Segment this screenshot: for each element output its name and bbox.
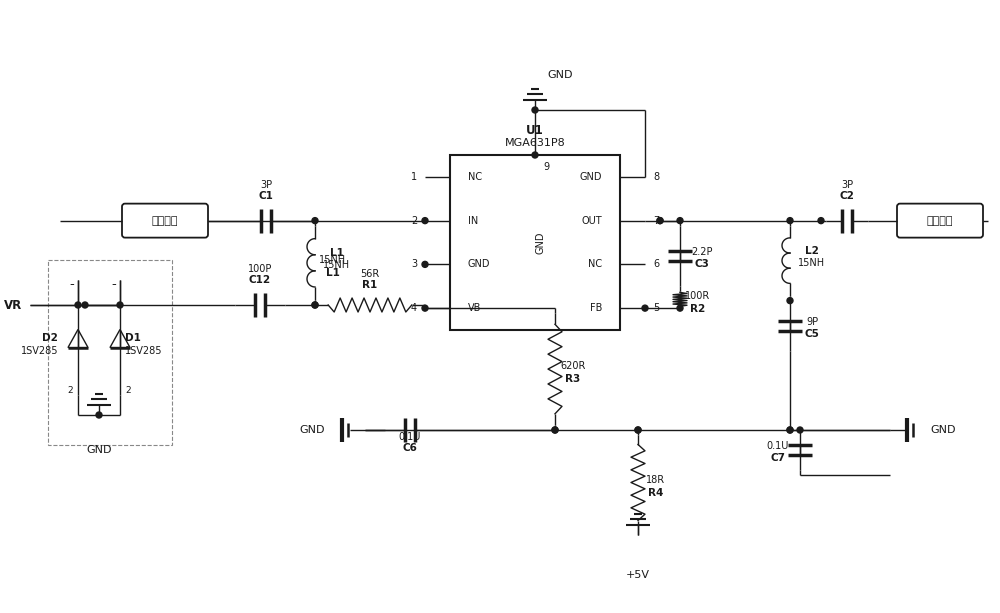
- Text: -: -: [70, 278, 74, 292]
- Text: 1SV285: 1SV285: [125, 346, 163, 356]
- Text: GND: GND: [468, 259, 490, 269]
- Circle shape: [677, 305, 683, 311]
- Text: 射频输出: 射频输出: [927, 216, 953, 226]
- Text: C5: C5: [805, 329, 819, 338]
- Text: 6: 6: [653, 259, 659, 269]
- Text: NC: NC: [588, 259, 602, 269]
- Text: GND: GND: [547, 70, 573, 80]
- Circle shape: [635, 427, 641, 433]
- Circle shape: [657, 218, 663, 224]
- Circle shape: [532, 107, 538, 113]
- Text: 3P: 3P: [260, 180, 272, 189]
- Text: 15NH: 15NH: [323, 260, 351, 270]
- Circle shape: [422, 305, 428, 311]
- Polygon shape: [68, 330, 88, 348]
- Text: VR: VR: [4, 299, 22, 311]
- Circle shape: [312, 302, 318, 308]
- Circle shape: [797, 427, 803, 433]
- Text: -: -: [112, 278, 116, 292]
- Text: 2: 2: [125, 386, 131, 395]
- Text: 1: 1: [411, 172, 417, 182]
- Circle shape: [552, 427, 558, 433]
- Circle shape: [787, 427, 793, 433]
- Text: 0.1U: 0.1U: [399, 432, 421, 442]
- Text: C3: C3: [695, 259, 709, 268]
- Text: +5V: +5V: [626, 570, 650, 580]
- Circle shape: [677, 218, 683, 224]
- Bar: [48, 260, 172, 445]
- Text: 5: 5: [653, 303, 659, 313]
- Text: C2: C2: [840, 191, 854, 200]
- Text: 射频输入: 射频输入: [152, 216, 178, 226]
- Text: GND: GND: [930, 425, 955, 435]
- Text: MGA631P8: MGA631P8: [505, 138, 565, 148]
- Text: D2: D2: [42, 332, 58, 343]
- Bar: [450, 155, 620, 330]
- Text: NC: NC: [468, 172, 482, 182]
- Text: 100P: 100P: [248, 264, 272, 274]
- Circle shape: [312, 218, 318, 224]
- Circle shape: [422, 218, 428, 224]
- Text: 9P: 9P: [806, 317, 818, 327]
- Text: D1: D1: [125, 332, 141, 343]
- Text: GND: GND: [535, 231, 545, 254]
- Circle shape: [657, 218, 663, 224]
- Text: R2: R2: [690, 305, 706, 314]
- Circle shape: [96, 412, 102, 418]
- Text: R1: R1: [362, 280, 378, 290]
- Circle shape: [787, 218, 793, 224]
- Text: 56R: 56R: [360, 269, 380, 279]
- Text: OUT: OUT: [581, 216, 602, 226]
- Text: U1: U1: [526, 123, 544, 137]
- Text: 0.1U: 0.1U: [767, 441, 789, 451]
- Text: 2: 2: [67, 386, 73, 395]
- Text: 100R: 100R: [685, 291, 711, 302]
- Circle shape: [75, 302, 81, 308]
- Circle shape: [117, 302, 123, 308]
- Text: 2.2P: 2.2P: [691, 246, 713, 257]
- Text: 620R: 620R: [560, 361, 586, 371]
- Text: C7: C7: [770, 453, 785, 463]
- Text: 1SV285: 1SV285: [21, 346, 58, 356]
- Text: C1: C1: [259, 191, 273, 200]
- Text: L2: L2: [805, 246, 819, 256]
- Circle shape: [532, 152, 538, 158]
- Text: GND: GND: [580, 172, 602, 182]
- Text: 9: 9: [543, 162, 549, 172]
- Circle shape: [82, 302, 88, 308]
- Text: 18R: 18R: [646, 474, 666, 484]
- Text: IN: IN: [468, 216, 478, 226]
- Text: C6: C6: [403, 443, 417, 453]
- Circle shape: [552, 427, 558, 433]
- Circle shape: [312, 302, 318, 308]
- Circle shape: [818, 218, 824, 224]
- Text: GND: GND: [86, 445, 112, 455]
- Text: 15NH: 15NH: [798, 257, 826, 268]
- Text: GND: GND: [300, 425, 325, 435]
- Text: R4: R4: [648, 487, 664, 498]
- Circle shape: [787, 427, 793, 433]
- Text: 3P: 3P: [841, 180, 853, 189]
- Text: 7: 7: [653, 216, 659, 226]
- Text: FB: FB: [590, 303, 602, 313]
- Text: L1: L1: [330, 248, 344, 258]
- Text: 8: 8: [653, 172, 659, 182]
- Text: 2: 2: [411, 216, 417, 226]
- Polygon shape: [110, 330, 130, 348]
- Text: 4: 4: [411, 303, 417, 313]
- Circle shape: [635, 427, 641, 433]
- Circle shape: [787, 298, 793, 303]
- Text: 3: 3: [411, 259, 417, 269]
- Text: R3: R3: [565, 374, 581, 384]
- Text: L1: L1: [326, 268, 340, 278]
- Text: 15NH: 15NH: [319, 255, 347, 265]
- Circle shape: [422, 261, 428, 267]
- Text: VB: VB: [468, 303, 481, 313]
- Circle shape: [642, 305, 648, 311]
- Text: C12: C12: [249, 275, 271, 285]
